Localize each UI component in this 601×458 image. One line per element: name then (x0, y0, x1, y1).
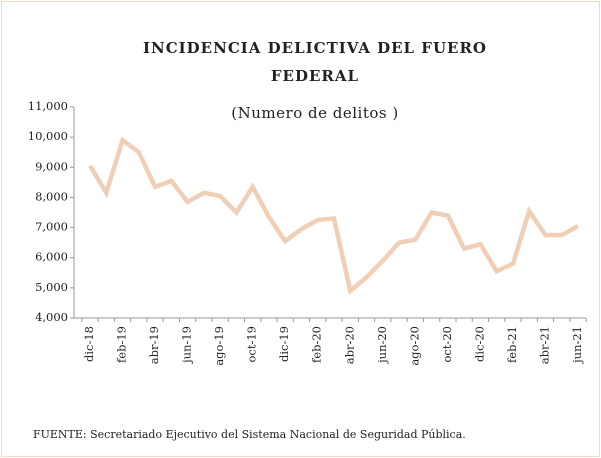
x-tick-label: jun-20 (375, 326, 389, 365)
data-line (88, 136, 580, 295)
x-tick-label: feb-21 (505, 326, 519, 363)
x-tick-label: abr-19 (147, 326, 161, 364)
y-tick-label: 7,000 (35, 220, 68, 234)
x-tick-label: abr-21 (537, 326, 551, 364)
y-tick-label: 10,000 (28, 129, 68, 143)
x-tick-label: abr-20 (342, 326, 356, 364)
x-tick-label: feb-19 (115, 326, 129, 363)
x-tick-label: feb-20 (310, 326, 324, 363)
x-tick-label: oct-20 (440, 326, 454, 363)
x-tick-label: ago-19 (212, 326, 226, 366)
x-tick-label: jun-21 (570, 326, 584, 365)
x-tick-label: oct-19 (245, 326, 259, 363)
chart-title: INCIDENCIA DELICTIVA DEL FUERO FEDERAL (142, 39, 487, 85)
x-tick-label: dic-20 (472, 326, 486, 362)
x-tick-label: dic-18 (82, 326, 96, 362)
y-tick-label: 6,000 (35, 250, 68, 264)
y-tick-label: 4,000 (35, 310, 68, 324)
source-note: FUENTE: Secretariado Ejecutivo del Siste… (33, 428, 466, 441)
y-tick-label: 9,000 (35, 159, 68, 173)
y-tick-label: 11,000 (28, 99, 68, 113)
x-tick-label: jun-19 (180, 326, 194, 365)
y-tick-label: 8,000 (35, 189, 68, 203)
x-tick-label: dic-19 (277, 326, 291, 362)
x-tick-label: ago-20 (407, 326, 421, 366)
chart-subtitle: (Numero de delitos ) (231, 104, 399, 122)
y-tick-label: 5,000 (35, 280, 68, 294)
